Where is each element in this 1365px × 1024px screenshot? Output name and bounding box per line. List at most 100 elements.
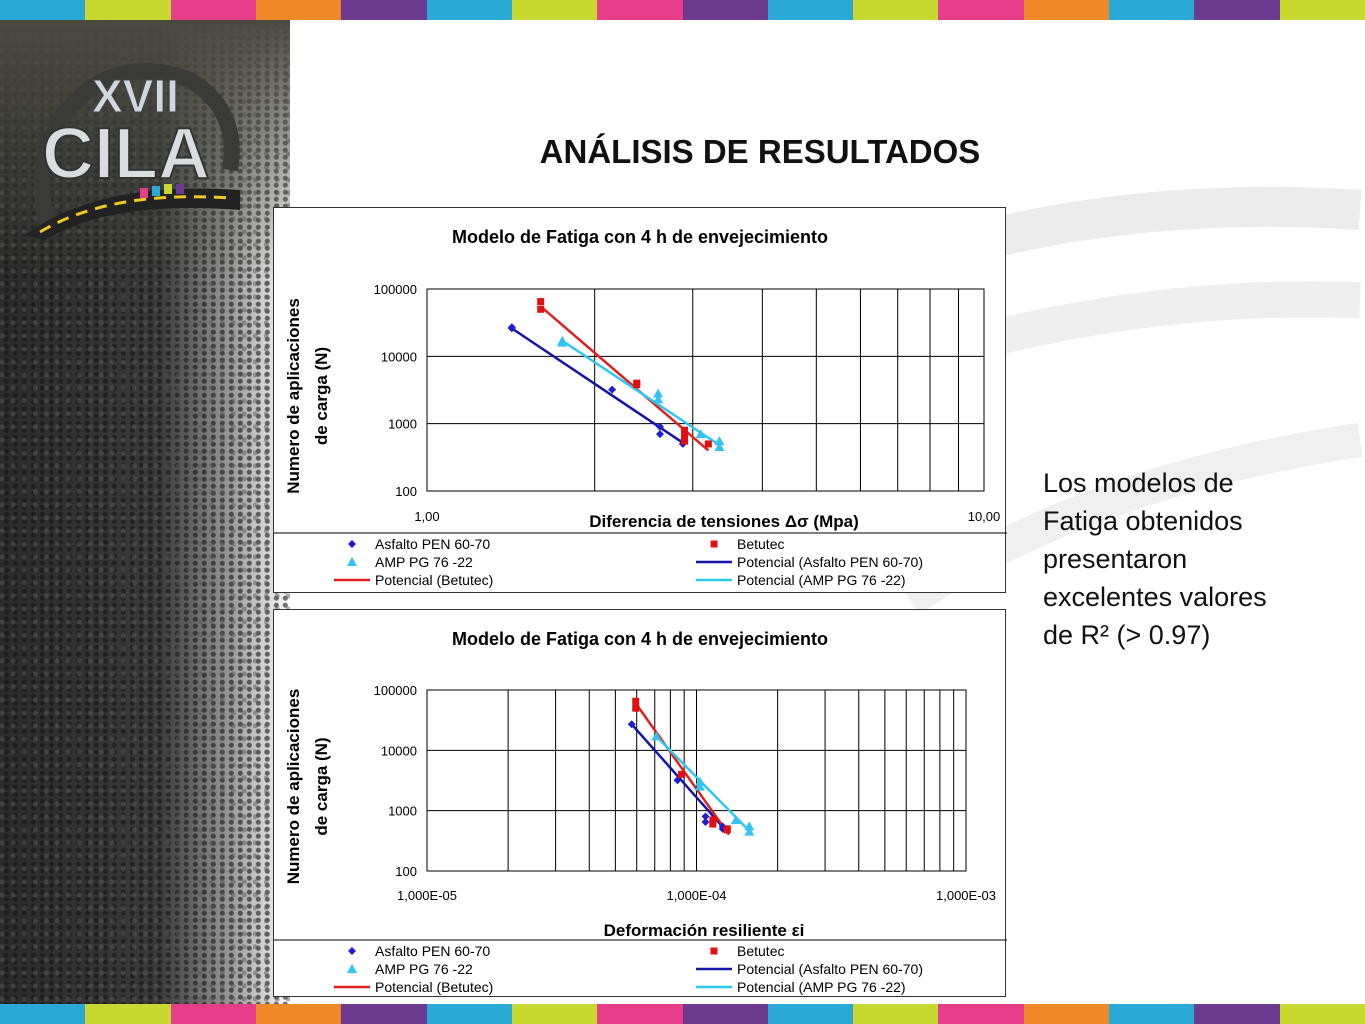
x-tick-label: 1,000E-04 [667, 888, 727, 903]
data-point [653, 388, 664, 398]
data-point [681, 437, 689, 445]
stripe-segment [682, 1004, 768, 1024]
stripe-segment [597, 1004, 683, 1024]
legend-label: Potencial (Asfalto PEN 60-70) [737, 961, 923, 977]
data-point [701, 817, 710, 826]
chart-title: Modelo de Fatiga con 4 h de envejecimien… [452, 629, 828, 649]
data-point [608, 385, 617, 394]
stripe-segment [1279, 0, 1365, 20]
data-point [695, 429, 706, 439]
stripe-segment [426, 0, 512, 20]
stripe-segment [255, 0, 342, 20]
stripe-segment [682, 0, 768, 20]
x-tick-label: 10,00 [968, 509, 1001, 524]
legend-marker [710, 540, 718, 548]
stripe-segment [1194, 1004, 1280, 1024]
y-tick-label: 100 [395, 484, 417, 499]
data-point [655, 422, 664, 431]
legend-marker [710, 947, 718, 955]
trend-line [561, 339, 721, 447]
legend-label: Betutec [737, 536, 784, 552]
stripe-segment [0, 1004, 86, 1024]
data-point [701, 812, 710, 821]
y-tick-label: 100000 [374, 683, 417, 698]
legend-marker [347, 964, 357, 973]
stripe-segment [597, 0, 683, 20]
data-point [681, 426, 689, 434]
y-axis-label: de carga (N) [312, 347, 331, 445]
logo-name: CILA [42, 114, 210, 194]
conclusion-line: presentaron [1043, 544, 1188, 574]
y-tick-label: 10000 [381, 349, 417, 364]
data-point [632, 697, 640, 705]
legend-label: Potencial (AMP PG 76 -22) [737, 979, 906, 995]
y-tick-label: 10000 [381, 743, 417, 758]
stripe-segment [255, 1004, 342, 1024]
x-tick-label: 1,000E-03 [936, 888, 996, 903]
y-axis-label: de carga (N) [312, 737, 331, 835]
legend-marker [348, 540, 356, 548]
x-axis-label: Diferencia de tensiones Δσ (Mpa) [589, 512, 858, 531]
stripe-segment [426, 1004, 512, 1024]
conclusion-line: Fatiga obtenidos [1043, 506, 1243, 536]
data-point [714, 436, 725, 446]
data-point [507, 324, 516, 333]
y-tick-label: 100 [395, 864, 417, 879]
y-tick-label: 100000 [374, 282, 417, 297]
trend-line [539, 305, 710, 452]
data-point [655, 430, 664, 439]
stripe-segment [511, 1004, 598, 1024]
data-point [709, 820, 717, 828]
stripe-segment [1023, 1004, 1110, 1024]
stripe-segment [170, 0, 256, 20]
data-point [653, 394, 664, 404]
stripe-segment [853, 1004, 939, 1024]
legend-label: Asfalto PEN 60-70 [375, 536, 490, 552]
data-point [681, 432, 689, 440]
data-point [633, 381, 641, 389]
x-tick-label: 1,00 [414, 509, 439, 524]
y-tick-label: 1000 [388, 804, 417, 819]
stripe-segment [767, 0, 854, 20]
fatigue-stress-chart: Modelo de Fatiga con 4 h de envejecimien… [273, 207, 1007, 593]
data-point [694, 776, 705, 786]
data-point [537, 298, 545, 306]
data-point [714, 442, 725, 452]
chart-title: Modelo de Fatiga con 4 h de envejecimien… [452, 227, 828, 247]
data-point [632, 704, 640, 712]
conclusion-line: Los modelos de [1043, 468, 1234, 498]
stripe-segment [767, 1004, 854, 1024]
stripe-segment [1109, 1004, 1195, 1024]
conclusion-line: excelentes valores [1043, 582, 1267, 612]
stripe-segment [170, 1004, 256, 1024]
plot-area [426, 288, 985, 492]
legend-label: AMP PG 76 -22 [375, 554, 473, 570]
data-point [704, 440, 712, 448]
y-axis-label: Numero de aplicaciones [284, 298, 303, 494]
stripe-segment [1109, 0, 1195, 20]
stripe-segment [511, 0, 598, 20]
x-axis-label: Deformación resiliente εi [604, 921, 805, 940]
legend-label: Asfalto PEN 60-70 [375, 943, 490, 959]
bottom-color-stripe [0, 1004, 1365, 1024]
legend-marker [347, 557, 357, 566]
conclusion-line: de R² (> 0.97) [1043, 620, 1211, 650]
stripe-segment [341, 0, 427, 20]
stripe-segment [85, 1004, 171, 1024]
slide-title: ANÁLISIS DE RESULTADOS [539, 133, 981, 170]
trend-line [511, 327, 684, 444]
fatigue-stress-chart-svg: Modelo de Fatiga con 4 h de envejecimien… [274, 227, 1007, 588]
stripe-segment [1194, 0, 1280, 20]
stripe-segment [341, 1004, 427, 1024]
stripe-segment [1279, 1004, 1365, 1024]
legend-label: Betutec [737, 943, 784, 959]
stripe-segment [1023, 0, 1110, 20]
data-point [557, 337, 568, 347]
stripe-segment [85, 0, 171, 20]
legend-label: Potencial (Betutec) [375, 979, 493, 995]
fatigue-strain-chart: Modelo de Fatiga con 4 h de envejecimien… [273, 609, 1007, 997]
data-point [709, 816, 717, 824]
stripe-segment [853, 0, 939, 20]
data-point [694, 781, 705, 791]
y-tick-label: 1000 [388, 417, 417, 432]
